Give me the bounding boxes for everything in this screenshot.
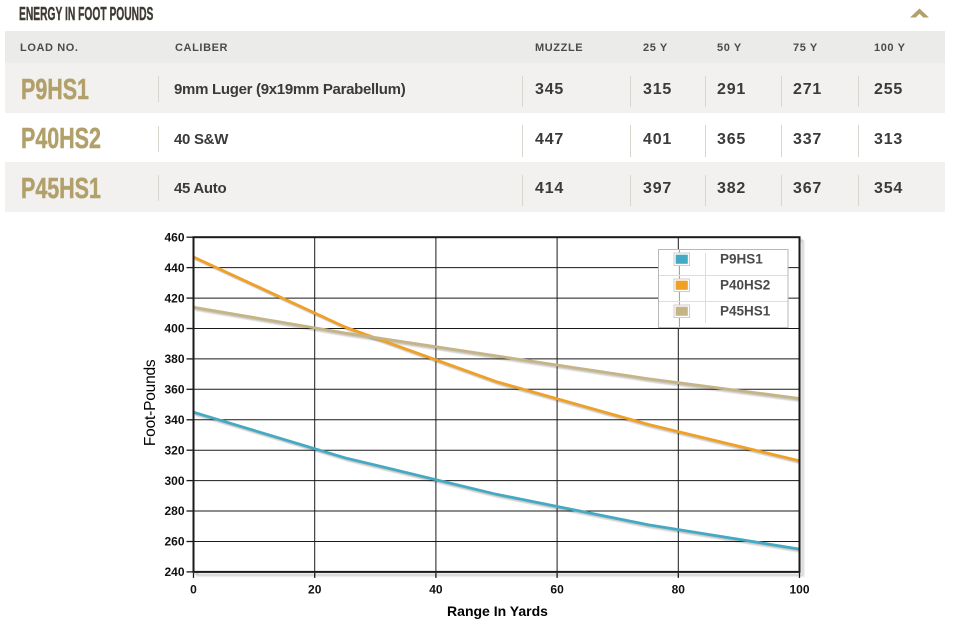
svg-text:320: 320: [164, 443, 184, 457]
svg-text:460: 460: [164, 230, 184, 244]
svg-text:420: 420: [164, 291, 184, 305]
svg-text:Range In Yards: Range In Yards: [447, 603, 548, 619]
svg-text:360: 360: [164, 383, 184, 397]
svg-text:0: 0: [190, 583, 197, 597]
svg-text:60: 60: [550, 583, 564, 597]
svg-text:240: 240: [164, 565, 184, 579]
svg-text:20: 20: [308, 583, 322, 597]
svg-text:100: 100: [789, 583, 809, 597]
svg-text:P45HS1: P45HS1: [720, 304, 771, 319]
svg-text:80: 80: [672, 583, 686, 597]
svg-text:P40HS2: P40HS2: [720, 278, 770, 293]
svg-text:Foot-Pounds: Foot-Pounds: [142, 359, 159, 446]
svg-text:440: 440: [164, 261, 184, 275]
svg-text:40: 40: [429, 583, 443, 597]
svg-text:260: 260: [164, 535, 184, 549]
svg-text:340: 340: [164, 413, 184, 427]
svg-text:300: 300: [164, 474, 184, 488]
svg-text:400: 400: [164, 322, 184, 336]
svg-text:280: 280: [164, 504, 184, 518]
svg-text:P9HS1: P9HS1: [720, 252, 763, 267]
svg-text:380: 380: [164, 352, 184, 366]
